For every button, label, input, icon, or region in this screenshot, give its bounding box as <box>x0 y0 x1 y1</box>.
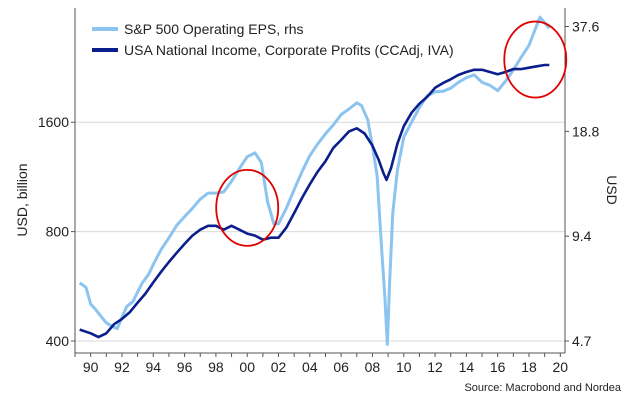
x-tick-label-16: 16 <box>490 359 506 375</box>
x-tick-label-96: 96 <box>177 359 193 375</box>
legend-label-corporate-profits: USA National Income, Corporate Profits (… <box>124 42 454 58</box>
legend-label-sp500-eps: S&P 500 Operating EPS, rhs <box>124 21 304 37</box>
source-note: Source: Macrobond and Nordea <box>464 382 621 394</box>
gridlines <box>75 121 565 342</box>
axes: 90 92 94 96 98 00 02 04 06 08 10 12 14 16 18 20 400 800 16… <box>38 8 599 375</box>
y-left-tick-label-800: 800 <box>46 224 70 240</box>
y-left-tick-label-1600: 1600 <box>38 114 69 130</box>
y-axis-right-title: USD <box>604 175 620 205</box>
annotation-ellipse-2 <box>503 20 568 99</box>
x-tick-label-94: 94 <box>145 359 161 375</box>
x-tick-label-10: 10 <box>396 359 412 375</box>
x-tick-label-92: 92 <box>114 359 130 375</box>
x-tick-label-14: 14 <box>459 359 475 375</box>
annotation-group <box>215 20 568 247</box>
annotation-ellipse-1 <box>215 168 280 247</box>
x-tick-label-20: 20 <box>553 359 569 375</box>
series-group <box>78 15 551 346</box>
y-right-tick-label-4.7: 4.7 <box>572 333 592 349</box>
y-left-tick-label-400: 400 <box>46 333 70 349</box>
x-tick-label-98: 98 <box>208 359 224 375</box>
y-right-tick-label-18.8: 18.8 <box>572 123 599 139</box>
x-tick-label-18: 18 <box>521 359 537 375</box>
x-tick-label-90: 90 <box>83 359 99 375</box>
x-tick-label-12: 12 <box>427 359 443 375</box>
series-line-corporate-profits <box>79 63 550 339</box>
legend: S&P 500 Operating EPS, rhs USA National I… <box>92 21 454 58</box>
series-line-sp500-eps <box>78 15 551 346</box>
y-right-tick-label-9.4: 9.4 <box>572 228 592 244</box>
x-tick-label-02: 02 <box>271 359 287 375</box>
y-right-tick-label-37.6: 37.6 <box>572 19 599 35</box>
plot-area <box>75 8 565 353</box>
x-tick-label-04: 04 <box>302 359 318 375</box>
x-tick-label-06: 06 <box>333 359 349 375</box>
x-tick-label-00: 00 <box>239 359 255 375</box>
y-axis-left-title: USD, billion <box>14 163 30 236</box>
x-tick-label-08: 08 <box>365 359 381 375</box>
